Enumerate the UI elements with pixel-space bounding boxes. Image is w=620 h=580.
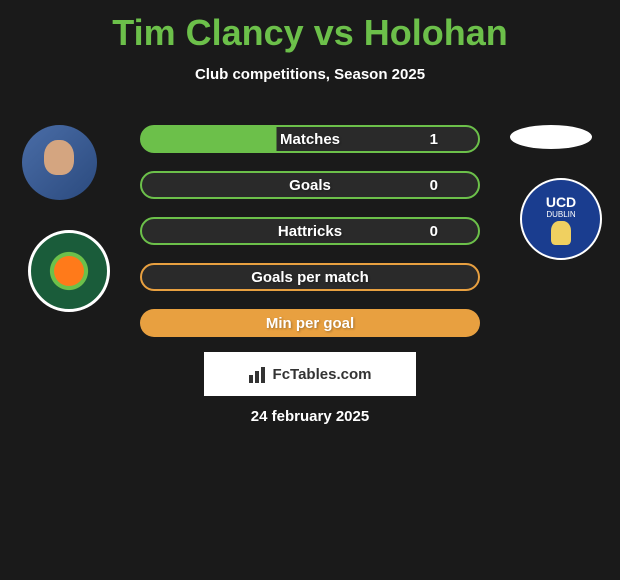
stat-label-hattricks: Hattricks — [278, 223, 342, 240]
page-title: Tim Clancy vs Holohan — [0, 0, 620, 54]
ucd-label: UCD — [546, 194, 576, 210]
date-text: 24 february 2025 — [0, 408, 620, 425]
stat-bar-matches: Matches 1 — [140, 125, 480, 153]
stat-label-matches: Matches — [280, 131, 340, 148]
subtitle: Club competitions, Season 2025 — [0, 66, 620, 83]
harp-icon — [551, 221, 571, 245]
stat-bar-goals: Goals 0 — [140, 171, 480, 199]
club-badge-right-icon: UCD DUBLIN — [520, 178, 602, 260]
footer-brand-text: FcTables.com — [273, 366, 372, 383]
stat-bar-min-per-goal: Min per goal — [140, 309, 480, 337]
main-container: Tim Clancy vs Holohan Club competitions,… — [0, 0, 620, 580]
footer-brand-box: FcTables.com — [204, 352, 416, 396]
stat-bar-goals-per-match: Goals per match — [140, 263, 480, 291]
stat-value-hattricks: 0 — [430, 223, 438, 240]
stat-bar-hattricks: Hattricks 0 — [140, 217, 480, 245]
stats-container: Matches 1 Goals 0 Hattricks 0 Goals per … — [140, 125, 480, 355]
ucd-sublabel: DUBLIN — [546, 210, 575, 219]
player-avatar-right — [510, 125, 592, 149]
club-badge-left-icon — [28, 230, 110, 312]
stat-label-gpm: Goals per match — [251, 269, 369, 286]
player-avatar-left — [22, 125, 97, 200]
chart-icon — [249, 365, 267, 383]
stat-label-goals: Goals — [289, 177, 331, 194]
stat-value-matches: 1 — [430, 131, 438, 148]
avatar-face-icon — [22, 125, 97, 200]
stat-label-mpg: Min per goal — [266, 315, 354, 332]
stat-value-goals: 0 — [430, 177, 438, 194]
